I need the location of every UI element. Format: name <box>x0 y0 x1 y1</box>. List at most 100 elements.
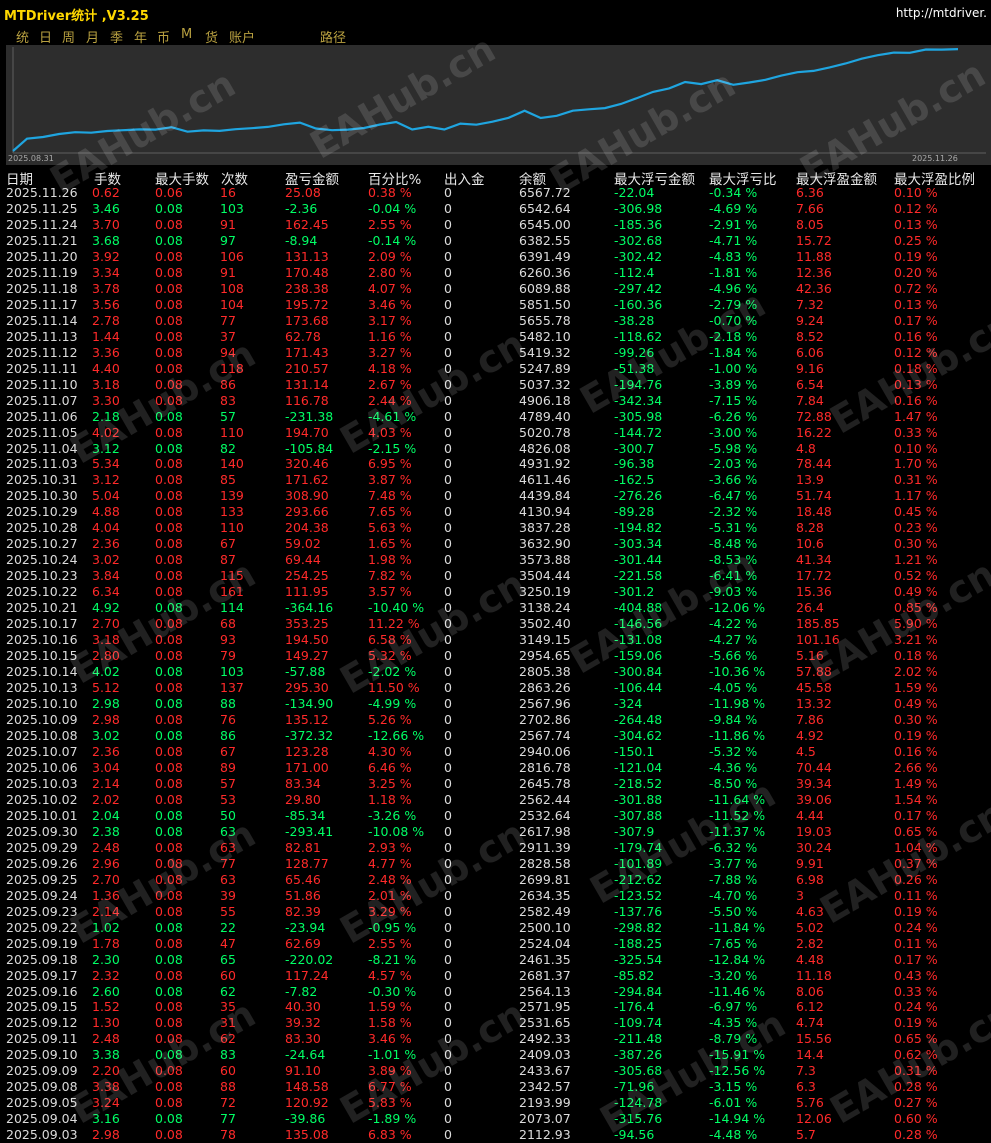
column-header[interactable]: 最大浮亏金额 <box>614 172 695 188</box>
table-row[interactable]: 2025.09.23 2.14 0.08 55 82.39 3.29 % 0 2582.49 -… <box>6 904 991 920</box>
table-row[interactable]: 2025.09.10 3.38 0.08 83 -24.64 -1.01 % 0 2409.0… <box>6 1047 991 1063</box>
menu-item-account[interactable]: 账户 <box>229 31 256 46</box>
table-row[interactable]: 2025.11.20 3.92 0.08 106 131.13 2.09 % 0 6391.4… <box>6 249 991 265</box>
column-header[interactable]: 余额 <box>519 172 546 188</box>
table-row[interactable]: 2025.11.24 3.70 0.08 91 162.45 2.55 % 0 6545.00… <box>6 217 991 233</box>
table-row[interactable]: 2025.10.09 2.98 0.08 76 135.12 5.26 % 0 2702.86… <box>6 712 991 728</box>
table-row[interactable]: 2025.11.05 4.02 0.08 110 194.70 4.03 % 0 5020.7… <box>6 425 991 441</box>
table-cell: 128.77 <box>285 855 329 871</box>
table-row[interactable]: 2025.09.05 3.24 0.08 72 120.92 5.83 % 0 2193.99… <box>6 1095 991 1111</box>
table-row[interactable]: 2025.09.08 3.38 0.08 88 148.58 6.77 % 0 2342.57… <box>6 1079 991 1095</box>
table-row[interactable]: 2025.11.10 3.18 0.08 86 131.14 2.67 % 0 5037.32… <box>6 377 991 393</box>
table-row[interactable]: 2025.10.01 2.04 0.08 50 -85.34 -3.26 % 0 2532.6… <box>6 808 991 824</box>
table-row[interactable]: 2025.11.25 3.46 0.08 103 -2.36 -0.04 % 0 6542.6… <box>6 201 991 217</box>
table-row[interactable]: 2025.10.10 2.98 0.08 88 -134.90 -4.99 % 0 2567.… <box>6 696 991 712</box>
table-row[interactable]: 2025.10.24 3.02 0.08 87 69.44 1.98 % 0 3573.88 -… <box>6 552 991 568</box>
table-row[interactable]: 2025.10.14 4.02 0.08 103 -57.88 -2.02 % 0 2805.… <box>6 664 991 680</box>
menu-item-month[interactable]: 月 <box>86 31 100 46</box>
table-row[interactable]: 2025.10.16 3.18 0.08 93 194.50 6.58 % 0 3149.15… <box>6 632 991 648</box>
menu-item-year[interactable]: 年 <box>134 31 148 46</box>
table-row[interactable]: 2025.09.17 2.32 0.08 60 117.24 4.57 % 0 2681.37… <box>6 968 991 984</box>
table-cell: -0.14 % <box>368 232 417 248</box>
table-row[interactable]: 2025.09.30 2.38 0.08 63 -293.41 -10.08 % 0 2617… <box>6 824 991 840</box>
table-cell: 0 <box>444 392 452 408</box>
table-cell: 0.31 % <box>894 472 938 488</box>
table-row[interactable]: 2025.11.14 2.78 0.08 77 173.68 3.17 % 0 5655.78… <box>6 313 991 329</box>
table-row[interactable]: 2025.10.17 2.70 0.08 68 353.25 11.22 % 0 3502.4… <box>6 616 991 632</box>
table-row[interactable]: 2025.10.30 5.04 0.08 139 308.90 7.48 % 0 4439.8… <box>6 488 991 504</box>
table-cell: 0 <box>444 775 452 791</box>
table-row[interactable]: 2025.11.06 2.18 0.08 57 -231.38 -4.61 % 0 4789.… <box>6 409 991 425</box>
table-cell: 2.48 <box>92 839 120 855</box>
table-row[interactable]: 2025.09.26 2.96 0.08 77 128.77 4.77 % 0 2828.58… <box>6 856 991 872</box>
menu-item-week[interactable]: 周 <box>62 31 76 46</box>
table-row[interactable]: 2025.09.29 2.48 0.08 63 82.81 2.93 % 0 2911.39 -… <box>6 840 991 856</box>
table-row[interactable]: 2025.10.07 2.36 0.08 67 123.28 4.30 % 0 2940.06… <box>6 744 991 760</box>
table-cell: 0 <box>444 376 452 392</box>
column-header[interactable]: 最大浮亏比 <box>709 172 777 188</box>
table-row[interactable]: 2025.09.18 2.30 0.08 65 -220.02 -8.21 % 0 2461.… <box>6 952 991 968</box>
table-row[interactable]: 2025.11.12 3.36 0.08 94 171.43 3.27 % 0 5419.32… <box>6 345 991 361</box>
table-row[interactable]: 2025.11.26 0.62 0.06 16 25.08 0.38 % 0 6567.72 -… <box>6 185 991 201</box>
table-row[interactable]: 2025.10.15 2.80 0.08 79 149.27 5.32 % 0 2954.65… <box>6 648 991 664</box>
table-cell: 3.56 <box>92 296 120 312</box>
column-header[interactable]: 最大手数 <box>155 172 209 188</box>
table-cell: 149.27 <box>285 648 329 664</box>
menu-item-symbol[interactable]: 货 <box>205 31 219 46</box>
table-row[interactable]: 2025.09.04 3.16 0.08 77 -39.86 -1.89 % 0 2073.0… <box>6 1111 991 1127</box>
table-row[interactable]: 2025.09.19 1.78 0.08 47 62.69 2.55 % 0 2524.04 -… <box>6 936 991 952</box>
table-row[interactable]: 2025.10.08 3.02 0.08 86 -372.32 -12.66 % 0 2567… <box>6 728 991 744</box>
table-cell: 7.65 % <box>368 504 412 520</box>
table-row[interactable]: 2025.11.03 5.34 0.08 140 320.46 6.95 % 0 4931.9… <box>6 456 991 472</box>
table-row[interactable]: 2025.09.12 1.30 0.08 31 39.32 1.58 % 0 2531.65 -… <box>6 1015 991 1031</box>
column-header[interactable]: 次数 <box>221 172 248 188</box>
column-header[interactable]: 出入金 <box>444 172 485 188</box>
table-cell: 2025.09.24 <box>6 887 78 903</box>
table-row[interactable]: 2025.11.19 3.34 0.08 91 170.48 2.80 % 0 6260.36… <box>6 265 991 281</box>
table-row[interactable]: 2025.10.13 5.12 0.08 137 295.30 11.50 % 0 2863.… <box>6 680 991 696</box>
table-row[interactable]: 2025.10.22 6.34 0.08 161 111.95 3.57 % 0 3250.1… <box>6 584 991 600</box>
table-row[interactable]: 2025.10.28 4.04 0.08 110 204.38 5.63 % 0 3837.2… <box>6 520 991 536</box>
menu-item-total[interactable]: 统 <box>16 31 30 46</box>
table-row[interactable]: 2025.10.21 4.92 0.08 114 -364.16 -10.40 % 0 313… <box>6 600 991 616</box>
table-row[interactable]: 2025.09.11 2.48 0.08 62 83.30 3.46 % 0 2492.33 -… <box>6 1031 991 1047</box>
column-header[interactable]: 最大浮盈金额 <box>796 172 877 188</box>
table-row[interactable]: 2025.10.29 4.88 0.08 133 293.66 7.65 % 0 4130.9… <box>6 504 991 520</box>
table-row[interactable]: 2025.11.04 3.12 0.08 82 -105.84 -2.15 % 0 4826.… <box>6 441 991 457</box>
table-row[interactable]: 2025.11.18 3.78 0.08 108 238.38 4.07 % 0 6089.8… <box>6 281 991 297</box>
menu-item-currency[interactable]: 币 <box>157 31 171 46</box>
column-header[interactable]: 日期 <box>6 172 33 188</box>
column-header[interactable]: 盈亏金额 <box>285 172 339 188</box>
table-row[interactable]: 2025.10.23 3.84 0.08 115 254.25 7.82 % 0 3504.4… <box>6 568 991 584</box>
menu-item-path[interactable]: 路径 <box>320 31 347 46</box>
table-cell: 0.65 % <box>894 1031 938 1047</box>
table-cell: 91.10 <box>285 1063 321 1079</box>
table-row[interactable]: 2025.09.16 2.60 0.08 62 -7.82 -0.30 % 0 2564.13… <box>6 984 991 1000</box>
table-row[interactable]: 2025.11.21 3.68 0.08 97 -8.94 -0.14 % 0 6382.55… <box>6 233 991 249</box>
table-row[interactable]: 2025.10.02 2.02 0.08 53 29.80 1.18 % 0 2562.44 -… <box>6 792 991 808</box>
table-cell: 0 <box>444 903 452 919</box>
column-header[interactable]: 手数 <box>94 172 121 188</box>
table-cell: 69.44 <box>285 552 321 568</box>
table-row[interactable]: 2025.09.25 2.70 0.08 63 65.46 2.48 % 0 2699.81 -… <box>6 872 991 888</box>
table-row[interactable]: 2025.09.24 1.36 0.08 39 51.86 2.01 % 0 2634.35 -… <box>6 888 991 904</box>
column-header[interactable]: 百分比% <box>368 172 422 188</box>
table-row[interactable]: 2025.11.17 3.56 0.08 104 195.72 3.46 % 0 5851.5… <box>6 297 991 313</box>
table-row[interactable]: 2025.11.07 3.30 0.08 83 116.78 2.44 % 0 4906.18… <box>6 393 991 409</box>
menu-item-day[interactable]: 日 <box>39 31 53 46</box>
menu-item-m[interactable]: M <box>181 27 193 42</box>
table-row[interactable]: 2025.10.27 2.36 0.08 67 59.02 1.65 % 0 3632.90 -… <box>6 536 991 552</box>
site-url-link[interactable]: http://mtdriver. <box>895 6 987 20</box>
table-row[interactable]: 2025.09.03 2.98 0.08 78 135.08 6.83 % 0 2112.93… <box>6 1127 991 1143</box>
table-row[interactable]: 2025.10.31 3.12 0.08 85 171.62 3.87 % 0 4611.46… <box>6 472 991 488</box>
table-row[interactable]: 2025.11.11 4.40 0.08 118 210.57 4.18 % 0 5247.8… <box>6 361 991 377</box>
table-row[interactable]: 2025.09.22 1.02 0.08 22 -23.94 -0.95 % 0 2500.1… <box>6 920 991 936</box>
table-row[interactable]: 2025.09.09 2.20 0.08 60 91.10 3.89 % 0 2433.67 -… <box>6 1063 991 1079</box>
table-cell: 0.37 % <box>894 855 938 871</box>
table-row[interactable]: 2025.10.06 3.04 0.08 89 171.00 6.46 % 0 2816.78… <box>6 760 991 776</box>
menu-item-quarter[interactable]: 季 <box>110 31 124 46</box>
table-row[interactable]: 2025.10.03 2.14 0.08 57 83.34 3.25 % 0 2645.78 -… <box>6 776 991 792</box>
table-row[interactable]: 2025.11.13 1.44 0.08 37 62.78 1.16 % 0 5482.10 -… <box>6 329 991 345</box>
column-header[interactable]: 最大浮盈比例 <box>894 172 975 188</box>
table-row[interactable]: 2025.09.15 1.52 0.08 35 40.30 1.59 % 0 2571.95 -… <box>6 999 991 1015</box>
